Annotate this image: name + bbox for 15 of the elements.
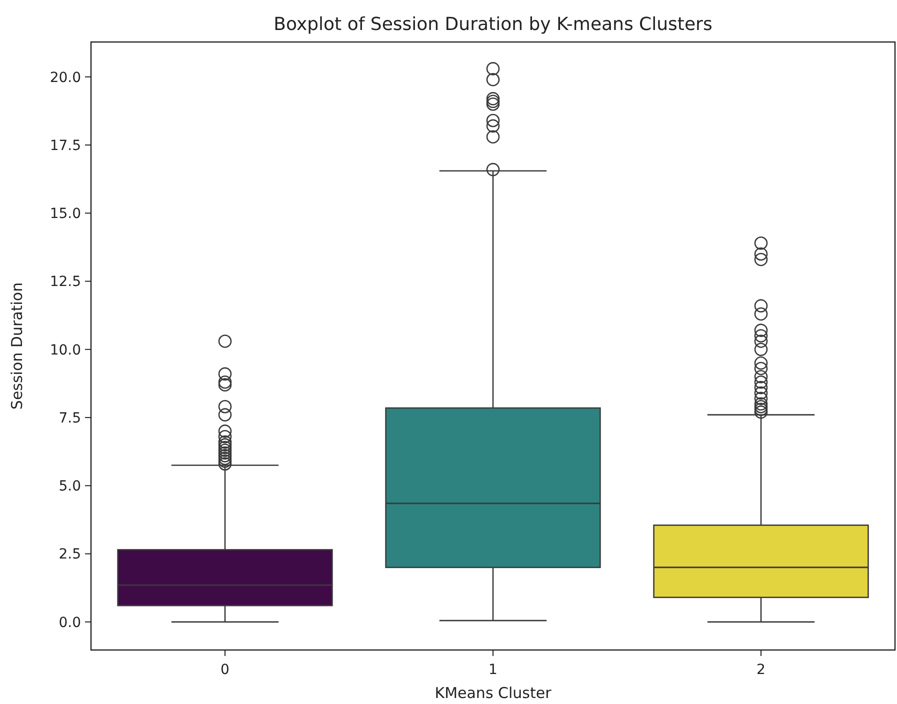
y-tick-label: 10.0 — [50, 342, 81, 358]
chart-title: Boxplot of Session Duration by K-means Clusters — [274, 14, 712, 35]
y-tick-label: 2.5 — [58, 546, 81, 563]
x-axis-title: KMeans Cluster — [434, 684, 552, 702]
y-tick-label: 20.0 — [50, 70, 81, 86]
x-tick-label: 2 — [756, 662, 766, 678]
y-tick-label: 0.0 — [58, 614, 81, 631]
y-tick-label: 7.5 — [58, 410, 81, 426]
x-tick-label: 0 — [220, 662, 230, 678]
y-tick-label: 12.5 — [50, 274, 81, 290]
y-tick-label: 5.0 — [58, 478, 81, 495]
y-tick-label: 17.5 — [50, 138, 81, 154]
x-tick-label: 1 — [488, 662, 498, 678]
y-tick-label: 15.0 — [50, 206, 81, 222]
y-axis-title: Session Duration — [8, 282, 26, 410]
